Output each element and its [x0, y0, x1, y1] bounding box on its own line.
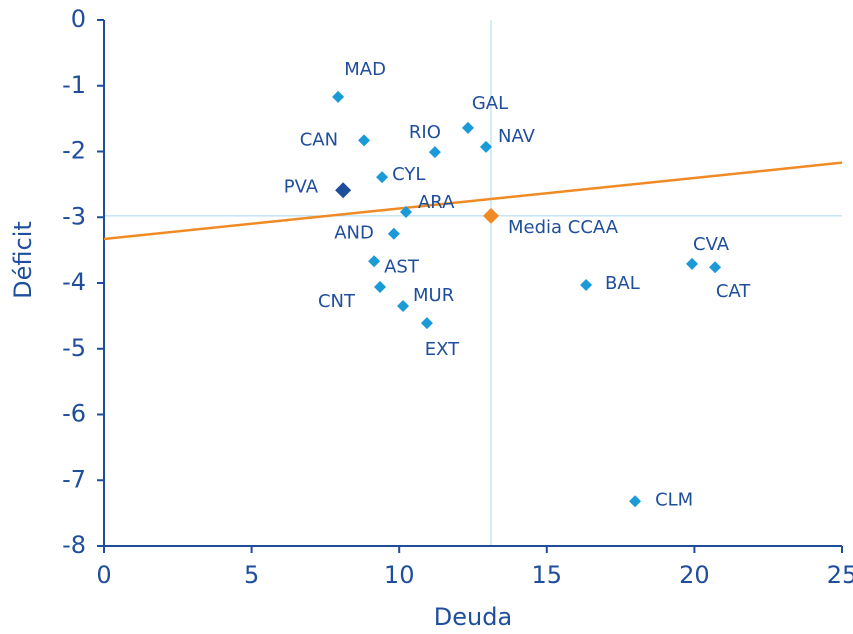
y-tick-label: 0: [71, 5, 86, 33]
x-tick-label: 0: [96, 561, 111, 589]
data-point: [376, 171, 389, 184]
point-label: NAV: [498, 126, 536, 147]
data-point: [483, 207, 500, 224]
data-point: [374, 280, 387, 293]
point-label: CYL: [392, 164, 425, 185]
data-point: [479, 140, 492, 153]
data-point: [358, 134, 371, 147]
data-point: [580, 278, 593, 291]
point-label: GAL: [472, 93, 508, 114]
x-tick-label: 25: [827, 561, 853, 589]
point-label: PVA: [284, 176, 319, 197]
data-point: [368, 255, 381, 268]
point-label: CNT: [318, 291, 356, 312]
point-label: RIO: [409, 122, 441, 143]
data-point: [686, 257, 699, 270]
point-label: BAL: [605, 273, 640, 294]
data-point: [397, 300, 410, 313]
y-tick-label: -3: [62, 202, 86, 230]
data-point: [335, 182, 352, 199]
data-point: [332, 90, 345, 103]
point-label: ARA: [418, 192, 455, 213]
point-label: EXT: [425, 339, 460, 360]
point-label: MAD: [344, 59, 386, 80]
y-tick-label: -5: [62, 334, 86, 362]
x-tick-label: 10: [384, 561, 415, 589]
y-tick-label: -6: [62, 400, 86, 428]
y-tick-label: -1: [62, 71, 86, 99]
x-tick-label: 20: [679, 561, 710, 589]
point-label: CAN: [300, 129, 338, 150]
data-point: [387, 227, 400, 240]
data-point: [709, 261, 722, 274]
y-tick-label: -8: [62, 531, 86, 559]
data-point: [629, 495, 642, 508]
y-axis-title: Déficit: [9, 221, 37, 299]
point-label: CVA: [693, 234, 730, 255]
point-label: AST: [384, 256, 420, 277]
data-point: [399, 205, 412, 218]
point-label: CLM: [655, 489, 693, 510]
x-tick-label: 15: [532, 561, 563, 589]
point-label: Media CCAA: [508, 217, 619, 238]
point-label: MUR: [413, 285, 454, 306]
data-point: [461, 121, 474, 134]
y-tick-label: -7: [62, 465, 86, 493]
point-label: CAT: [716, 281, 751, 302]
y-tick-label: -2: [62, 137, 86, 165]
trend-line: [103, 161, 843, 241]
y-tick-label: -4: [62, 268, 86, 296]
x-axis-title: Deuda: [434, 603, 512, 631]
point-label: AND: [334, 223, 374, 244]
x-tick-label: 5: [244, 561, 259, 589]
data-point: [428, 146, 441, 159]
data-point: [420, 317, 433, 330]
